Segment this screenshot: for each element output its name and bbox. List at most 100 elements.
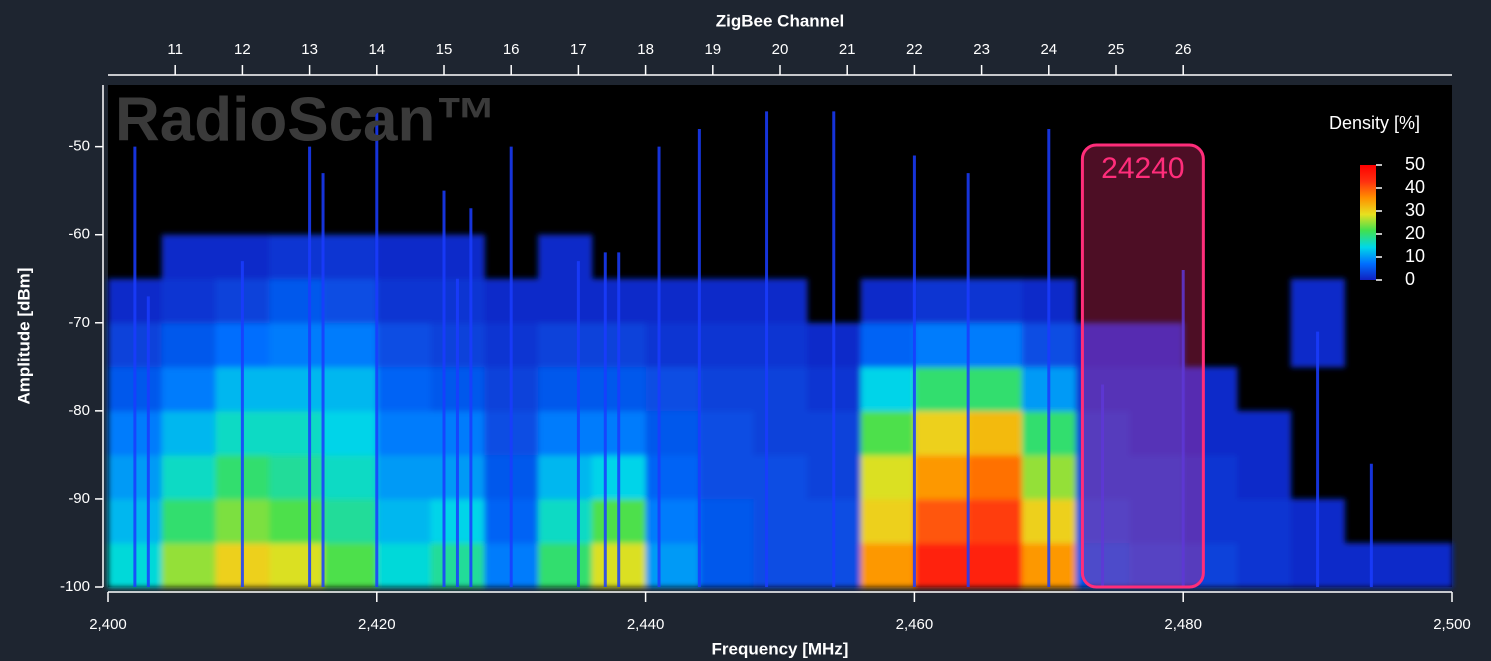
y-tick-label: -60: [68, 226, 90, 243]
density-cell: [269, 455, 323, 500]
y-tick-label: -50: [68, 138, 90, 155]
density-cell: [753, 455, 807, 500]
legend-title: Density [%]: [1329, 113, 1420, 133]
density-cell: [323, 367, 377, 412]
density-cell: [699, 279, 753, 324]
density-cell: [162, 543, 216, 588]
density-cell: [323, 235, 377, 280]
density-cell: [538, 235, 592, 280]
chart: RadioScan™ ZigBee Channel Frequency [MHz…: [0, 0, 1491, 661]
density-cell: [699, 499, 753, 544]
top-tick-label: 26: [1175, 41, 1192, 58]
highlight-box: [1082, 145, 1203, 587]
density-cell: [914, 411, 968, 456]
top-tick-label: 23: [973, 41, 990, 58]
top-tick-label: 15: [436, 41, 453, 58]
density-cell: [162, 499, 216, 544]
density-cell: [323, 411, 377, 456]
density-cell: [753, 279, 807, 324]
density-cell: [861, 367, 915, 412]
density-cell: [914, 455, 968, 500]
density-cell: [753, 367, 807, 412]
density-cell: [162, 323, 216, 368]
x-tick-label: 2,400: [89, 616, 127, 633]
density-cell: [646, 411, 700, 456]
density-cell: [1291, 279, 1345, 324]
density-cell: [646, 367, 700, 412]
density-cell: [861, 455, 915, 500]
x-tick-label: 2,460: [896, 616, 934, 633]
top-tick-label: 17: [570, 41, 587, 58]
density-cell: [914, 499, 968, 544]
density-cell: [646, 279, 700, 324]
density-cell: [269, 543, 323, 588]
density-cell: [538, 411, 592, 456]
x-tick-label: 2,500: [1433, 616, 1471, 633]
top-tick-label: 20: [772, 41, 789, 58]
density-cell: [269, 323, 323, 368]
density-cell: [699, 543, 753, 588]
y-tick-label: -90: [68, 490, 90, 507]
density-cell: [269, 235, 323, 280]
density-cell: [538, 455, 592, 500]
density-cell: [377, 499, 431, 544]
density-cell: [538, 543, 592, 588]
density-cell: [1398, 543, 1452, 588]
density-cell: [646, 543, 700, 588]
density-cell: [968, 499, 1022, 544]
density-cell: [538, 499, 592, 544]
top-tick-label: 24: [1040, 41, 1057, 58]
density-cell: [1237, 499, 1291, 544]
colorbar-tick-label: 20: [1405, 223, 1425, 243]
density-cell: [914, 543, 968, 588]
top-tick-label: 19: [704, 41, 721, 58]
density-cell: [968, 411, 1022, 456]
density-cell: [968, 279, 1022, 324]
top-tick-label: 14: [368, 41, 385, 58]
x-tick-label: 2,420: [358, 616, 396, 633]
x-axis-label: Frequency [MHz]: [712, 639, 849, 658]
density-cell: [861, 323, 915, 368]
density-cell: [1237, 455, 1291, 500]
density-cell: [377, 323, 431, 368]
density-cell: [699, 323, 753, 368]
density-cell: [861, 499, 915, 544]
density-cell: [323, 499, 377, 544]
density-cell: [968, 367, 1022, 412]
density-cell: [699, 411, 753, 456]
watermark: RadioScan™: [115, 85, 497, 154]
y-tick-label: -100: [60, 578, 90, 595]
density-cell: [538, 323, 592, 368]
density-cell: [699, 455, 753, 500]
colorbar-tick-label: 40: [1405, 177, 1425, 197]
density-cell: [753, 411, 807, 456]
density-cell: [968, 323, 1022, 368]
density-cell: [968, 543, 1022, 588]
x-tick-label: 2,480: [1164, 616, 1202, 633]
density-cell: [646, 455, 700, 500]
y-tick-label: -80: [68, 402, 90, 419]
density-cell: [753, 499, 807, 544]
highlight-label: 24240: [1101, 152, 1184, 185]
top-tick-label: 21: [839, 41, 856, 58]
density-cell: [914, 279, 968, 324]
top-tick-label: 13: [301, 41, 318, 58]
density-cell: [914, 367, 968, 412]
density-cell: [861, 411, 915, 456]
density-cell: [753, 543, 807, 588]
density-cell: [377, 411, 431, 456]
density-cell: [162, 411, 216, 456]
density-cell: [162, 455, 216, 500]
density-cell: [377, 279, 431, 324]
density-cell: [269, 367, 323, 412]
density-cell: [323, 543, 377, 588]
density-cell: [162, 279, 216, 324]
density-cell: [699, 367, 753, 412]
colorbar-tick-label: 50: [1405, 154, 1425, 174]
density-cell: [538, 279, 592, 324]
density-cell: [968, 455, 1022, 500]
density-cell: [861, 543, 915, 588]
density-cell: [1237, 543, 1291, 588]
density-cell: [323, 279, 377, 324]
density-cell: [162, 235, 216, 280]
